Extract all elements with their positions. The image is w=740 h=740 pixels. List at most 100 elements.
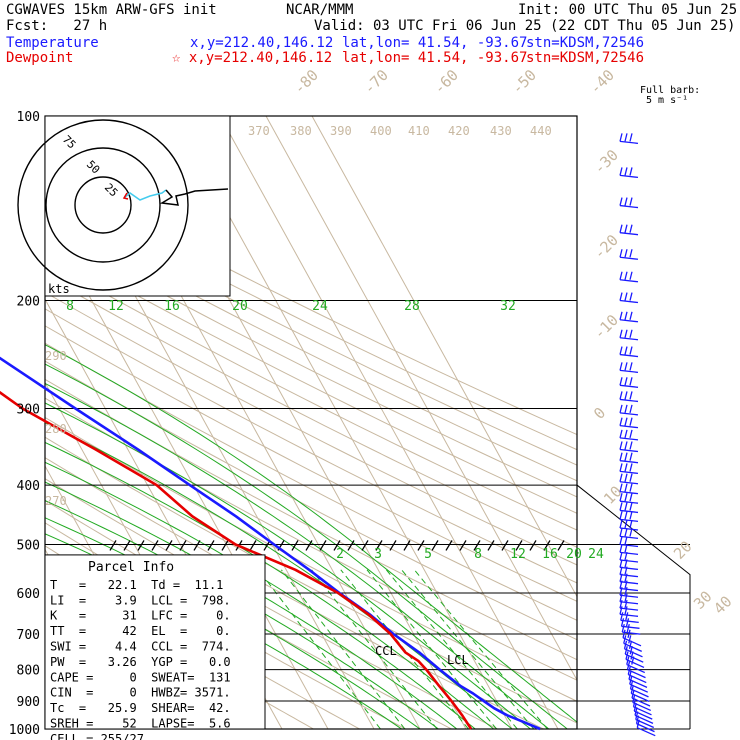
wind-barb-flag — [624, 329, 628, 338]
parcel-info-row: K = 31 LFC = 0. — [50, 609, 231, 623]
parcel-info-box — [44, 554, 266, 730]
wind-barb-flag — [629, 224, 633, 233]
wind-barb-staff — [627, 669, 646, 679]
wind-barb-flag — [624, 463, 628, 472]
mixing-ratio-label-low: 24 — [588, 547, 604, 562]
wind-barb-flag — [619, 580, 623, 589]
wind-barb-flag — [629, 429, 633, 439]
wind-barb-flag — [629, 463, 633, 472]
wind-barb-flag — [629, 167, 633, 176]
hodograph-units-label: kts — [48, 282, 70, 296]
wind-barb-staff — [619, 543, 639, 548]
hatch-mark — [417, 540, 425, 551]
hatch-mark — [529, 540, 537, 551]
hatch-mark — [389, 540, 397, 551]
wind-barb-staff — [619, 559, 639, 563]
isotherm-line — [219, 116, 559, 729]
wind-barb-staff — [619, 369, 639, 374]
wind-barb-staff — [619, 613, 639, 617]
wind-barb-flag — [624, 606, 628, 615]
wind-barb-flag — [619, 493, 623, 502]
parcel-info-row: CAPE = 0 SWEAT= 131 — [50, 670, 231, 684]
wind-barb-flag — [619, 551, 623, 561]
wind-barb-flag — [619, 502, 623, 511]
wind-barb-flag — [624, 271, 628, 280]
wind-barb-flag — [623, 640, 628, 649]
temp-legend-xy: x,y=212.40,146.12 — [190, 35, 334, 51]
wind-barb-flag — [629, 528, 633, 537]
pressure-tick-label: 200 — [17, 295, 40, 310]
hatch-mark — [123, 540, 131, 551]
wind-barb-flag — [624, 519, 628, 529]
mixing-ratio-label-low: 8 — [474, 547, 482, 562]
hatch-mark — [459, 540, 467, 551]
wind-barb-flag — [619, 511, 623, 520]
wind-barb-flag — [624, 292, 628, 301]
temp-legend-latlon: lat,lon= 41.54, -93.67 — [342, 35, 528, 51]
wind-barb-flag — [629, 377, 633, 386]
isotherm-line — [265, 116, 577, 682]
mixing-ratio-label: 20 — [232, 299, 248, 314]
wind-barb-staff — [619, 535, 639, 540]
hatch-mark — [431, 540, 439, 551]
wind-barb-flag — [624, 528, 628, 537]
wind-barb-flag — [624, 452, 628, 461]
mixing-ratio-line — [258, 569, 381, 729]
dry-adiabat — [45, 360, 577, 641]
wind-barb-flag — [619, 441, 623, 450]
theta-label: 440 — [530, 124, 552, 138]
isotherm-label: 40 — [710, 592, 736, 618]
wind-barb-staff — [619, 425, 639, 429]
mixing-ratio-label: 12 — [108, 299, 124, 314]
hatch-mark — [487, 540, 495, 551]
wind-barb-flag — [619, 536, 623, 545]
hatch-mark — [291, 540, 299, 551]
wind-barb-staff — [619, 140, 639, 145]
wind-barb-flag — [629, 311, 633, 320]
wind-barb-flag — [624, 483, 628, 492]
parcel-info-row: SREH = 52 LAPSE= 5.6 — [50, 717, 231, 731]
hatch-mark — [193, 540, 201, 551]
hatch-mark — [515, 540, 523, 551]
wind-barb-flag — [619, 224, 623, 233]
wind-barb-staff — [619, 607, 639, 611]
wind-barb-flag — [626, 656, 630, 665]
isotherm-label: -30 — [590, 146, 622, 178]
wind-barb-flag — [624, 167, 628, 176]
forecast-hour: Fcst: 27 h — [6, 18, 108, 34]
mixing-ratio-label-low: 2 — [336, 547, 344, 562]
hatch-mark — [557, 540, 565, 551]
theta-label: 270 — [45, 494, 67, 508]
wind-barb-flag — [619, 329, 623, 338]
wind-barb-staff — [636, 727, 656, 737]
temp-legend-stn: stn=KDSM,72546 — [526, 35, 645, 51]
model-title: CGWAVES 15km ARW-GFS init — [6, 2, 217, 18]
wind-barb-staff — [619, 500, 639, 504]
wind-barb-staff — [624, 653, 644, 663]
wind-barb-flag — [619, 463, 623, 472]
wind-barb-flag — [619, 544, 623, 553]
theta-label: 390 — [330, 124, 352, 138]
pressure-tick-label: 500 — [17, 538, 40, 553]
wind-barb-staff — [619, 398, 639, 403]
wind-barb-flag — [627, 629, 631, 638]
isotherm-label: 0 — [590, 404, 609, 423]
wind-barb-flag — [629, 346, 633, 355]
wind-barb-flag — [619, 249, 623, 258]
pressure-tick-label: 800 — [17, 664, 40, 679]
wind-barb-flag — [619, 167, 623, 176]
wind-barb-flag — [624, 493, 628, 502]
wind-barb-flag — [624, 599, 628, 609]
wind-barb-staff — [619, 204, 639, 209]
theta-label: 430 — [490, 124, 512, 138]
wind-barb-staff — [636, 723, 655, 733]
valid-time: Valid: 03 UTC Fri 06 Jun 25 (22 CDT Thu … — [314, 18, 736, 34]
wind-barb-staff — [625, 658, 645, 669]
isotherm-label: -70 — [360, 66, 392, 98]
mixing-ratio-label-low: 5 — [424, 547, 432, 562]
wind-barb-flag — [629, 249, 633, 258]
theta-label: 400 — [370, 124, 392, 138]
wind-barb-flag — [629, 197, 633, 206]
wind-barb-flag — [619, 559, 623, 568]
dry-adiabat — [45, 308, 577, 584]
